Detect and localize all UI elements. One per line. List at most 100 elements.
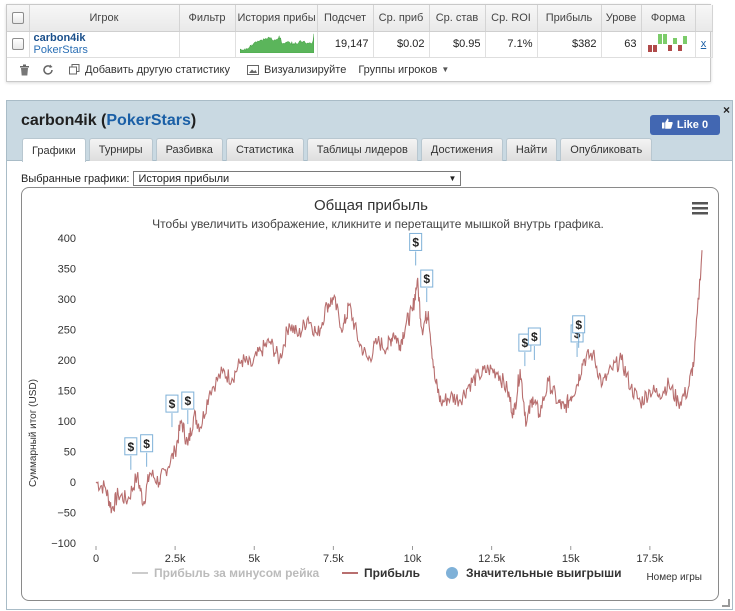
x-tick-label: 0 xyxy=(93,553,99,565)
player-groups-dropdown[interactable]: Группы игроков ▼ xyxy=(358,64,449,76)
header-avg-stake[interactable]: Ср. став xyxy=(429,5,486,32)
table-row: carbon4ik PokerStars 19,147 $0.02 $0.95 … xyxy=(7,31,713,58)
marker-flag[interactable] xyxy=(181,391,195,410)
avg-stake-cell: $0.95 xyxy=(429,31,486,58)
profit-cell: $382 xyxy=(537,31,602,58)
y-tick-label: −100 xyxy=(51,538,76,550)
marker-flag[interactable] xyxy=(420,269,434,288)
chart-selector-label: Выбранные графики: xyxy=(21,172,130,185)
y-tick-label: 350 xyxy=(58,264,76,276)
marker-label: $ xyxy=(412,235,419,249)
marker-flag[interactable] xyxy=(165,394,179,413)
select-all-checkbox[interactable] xyxy=(11,11,24,24)
form-bar xyxy=(648,44,652,52)
resize-handle[interactable] xyxy=(722,599,730,607)
header-level[interactable]: Урове xyxy=(601,5,642,32)
player-site-link[interactable]: PokerStars xyxy=(33,44,88,56)
avg-profit-cell: $0.02 xyxy=(373,31,430,58)
tab-statistics[interactable]: Статистика xyxy=(225,138,304,161)
marker-flag[interactable] xyxy=(124,437,138,456)
chart-container[interactable]: Общая прибыль Чтобы увеличить изображени… xyxy=(21,187,719,601)
image-icon xyxy=(246,63,260,77)
form-bar xyxy=(683,35,687,44)
x-tick-label: 15k xyxy=(562,553,580,565)
marker-flag[interactable] xyxy=(140,434,154,453)
tab-tournaments[interactable]: Турниры xyxy=(88,138,153,161)
header-profit-history[interactable]: История прибы xyxy=(235,5,318,32)
marker-flag[interactable] xyxy=(409,232,423,251)
refresh-icon[interactable] xyxy=(41,63,55,77)
form-bar xyxy=(658,33,662,44)
marker-label: $ xyxy=(522,336,529,350)
remove-cell: x xyxy=(695,31,713,58)
player-panel: carbon4ik (PokerStars) Like 0 × Графики … xyxy=(6,100,733,610)
table-header-row: Игрок Фильтр История прибы Подсчет Ср. п… xyxy=(7,5,713,32)
row-checkbox[interactable] xyxy=(11,38,24,51)
marker-label: $ xyxy=(127,440,134,454)
stats-table-panel: Игрок Фильтр История прибы Подсчет Ср. п… xyxy=(6,4,713,82)
tab-achievements[interactable]: Достижения xyxy=(420,138,503,161)
y-tick-label: 0 xyxy=(70,477,76,489)
marker-flag[interactable] xyxy=(527,327,541,346)
thumbs-up-icon xyxy=(661,118,673,132)
y-tick-label: −50 xyxy=(57,508,76,520)
form-cell xyxy=(641,31,696,58)
like-label: Like 0 xyxy=(676,119,709,131)
header-count[interactable]: Подсчет xyxy=(317,5,374,32)
title-player-name: carbon4ik xyxy=(21,112,97,129)
marker-flag[interactable] xyxy=(572,315,586,334)
header-empty xyxy=(695,5,713,32)
copy-icon xyxy=(67,63,81,77)
row-select-cell[interactable] xyxy=(7,31,30,58)
title-site-link[interactable]: PokerStars xyxy=(106,112,191,129)
legend-item[interactable]: Значительные выигрыши xyxy=(466,566,622,580)
x-tick-label: 2.5k xyxy=(165,553,186,565)
chart-selector-dropdown[interactable]: История прибыли ▼ xyxy=(133,171,462,186)
header-filter[interactable]: Фильтр xyxy=(179,5,236,32)
x-tick-label: 12.5k xyxy=(478,553,505,565)
y-axis-label: Суммарный итог (USD) xyxy=(28,379,39,487)
marker-label: $ xyxy=(169,397,176,411)
legend-item[interactable]: Прибыль за минусом рейка xyxy=(154,566,319,580)
header-profit[interactable]: Прибыль xyxy=(537,5,602,32)
form-bar xyxy=(653,44,657,52)
remove-row-link[interactable]: x xyxy=(700,38,707,50)
dropdown-arrow-icon: ▼ xyxy=(448,174,457,183)
avg-roi-cell: 7.1% xyxy=(485,31,538,58)
chart-legend: Прибыль за минусом рейка Прибыль Значитель… xyxy=(132,566,622,580)
profit-chart[interactable]: Общая прибыль Чтобы увеличить изображени… xyxy=(22,188,719,601)
add-stats-label: Добавить другую статистику xyxy=(85,63,230,76)
header-avg-roi[interactable]: Ср. ROI xyxy=(485,5,538,32)
tab-leaderboards[interactable]: Таблицы лидеров xyxy=(306,138,418,161)
marker-label: $ xyxy=(531,330,538,344)
y-tick-label: 200 xyxy=(58,355,76,367)
visualize-button[interactable]: Визуализируйте xyxy=(246,63,346,77)
player-name-link[interactable]: carbon4ik xyxy=(33,32,86,44)
tab-charts[interactable]: Графики xyxy=(22,138,86,162)
facebook-like-button[interactable]: Like 0 xyxy=(650,115,720,135)
y-tick-label: 50 xyxy=(64,447,76,459)
hamburger-menu-icon[interactable] xyxy=(692,202,708,215)
add-stats-button[interactable]: Добавить другую статистику xyxy=(67,63,230,77)
tab-breakdown[interactable]: Разбивка xyxy=(155,138,223,161)
select-all-header[interactable] xyxy=(7,5,30,32)
x-tick-label: 7.5k xyxy=(323,553,344,565)
header-player[interactable]: Игрок xyxy=(29,5,180,32)
form-bars xyxy=(648,33,687,52)
tab-find[interactable]: Найти xyxy=(505,138,558,161)
player-cell: carbon4ik PokerStars xyxy=(29,31,180,58)
title-open-paren: ( xyxy=(96,112,107,129)
page-title: carbon4ik (PokerStars) xyxy=(21,112,196,130)
trash-icon[interactable] xyxy=(17,63,31,77)
tab-publish[interactable]: Опубликовать xyxy=(560,138,653,161)
legend-item[interactable]: Прибыль xyxy=(364,566,420,580)
stats-table: Игрок Фильтр История прибы Подсчет Ср. п… xyxy=(7,5,713,58)
marker-label: $ xyxy=(574,327,581,341)
close-icon[interactable]: × xyxy=(722,103,730,117)
header-avg-profit[interactable]: Ср. приб xyxy=(373,5,430,32)
panel-tabs: Графики Турниры Разбивка Статистика Табл… xyxy=(22,138,653,162)
y-tick-label: 300 xyxy=(58,294,76,306)
header-form[interactable]: Форма xyxy=(641,5,696,32)
player-groups-label: Группы игроков xyxy=(358,63,438,76)
chart-title: Общая прибыль xyxy=(314,197,428,214)
